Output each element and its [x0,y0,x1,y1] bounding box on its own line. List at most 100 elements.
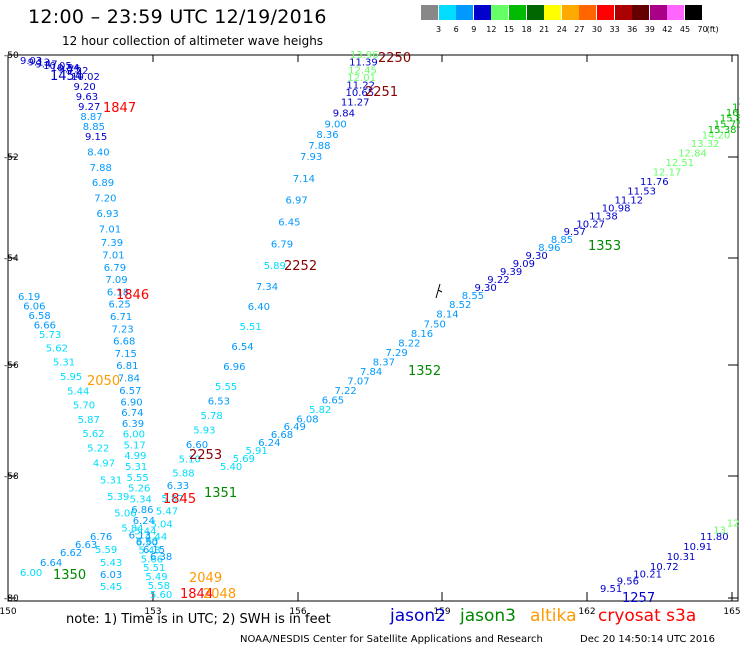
wave-height-value: 7.14 [293,174,315,185]
pass-time-label: 2251 [365,85,398,100]
wave-height-value: 12.17 [653,168,682,179]
colorbar-label: 36 [627,25,638,34]
wave-height-value: 6.96 [223,362,245,373]
wave-height-value: 5.43 [139,545,161,556]
pass-time-label: 2250 [378,51,411,66]
wave-height-value: 5.31 [100,475,122,486]
wave-height-value: 5.73 [39,330,61,341]
wave-height-value: 13.32 [691,139,720,150]
wave-height-value: 9.13 [28,58,50,69]
pass-time-label: 1846 [116,288,149,303]
wave-height-value: 5.84 [121,523,143,534]
colorbar-label: 6 [453,25,459,34]
wave-height-value: 10.54 [51,63,80,74]
wave-height-value: 5.44 [134,527,156,538]
pass-time-label: 1350 [53,568,86,583]
wave-height-value: 6.57 [119,386,141,397]
wave-height-value: 5.31 [125,462,147,473]
wave-height-value: 10.91 [683,542,712,553]
wave-height-value: 6.81 [116,361,138,372]
map-frame [7,54,739,602]
pass-time-label: 1257 [622,591,655,606]
wave-height-value: 6.25 [109,300,131,311]
colorbar-label: 15 [503,25,515,34]
wave-height-value: 8.22 [398,338,420,349]
wave-height-value: 13.96 [350,50,379,61]
wave-height-value: 5.63 [136,537,158,548]
wave-height-value: 7.84 [118,374,140,385]
wave-height-value: 9.15 [85,132,107,143]
footer-note: note: 1) Time is in UTC; 2) SWH is in fe… [66,612,331,627]
wave-height-value: 17.1 [732,103,740,114]
wave-height-value: 12.45 [348,65,377,76]
wave-height-value: 11.39 [349,58,378,69]
wave-height-value: 6.06 [23,302,45,313]
wave-height-value: 9.03 [20,56,42,67]
colorbar-label: 24 [556,25,567,34]
wave-height-value: 8.40 [87,147,109,158]
wave-height-value: 4.97 [93,459,115,470]
lon-tick-label: 153 [144,607,161,617]
lat-tick-label: -52 [4,153,19,163]
colorbar-swatch [421,5,438,20]
wave-height-value: 5.40 [220,462,242,473]
lat-tick-label: -54 [4,254,19,264]
wave-height-value: 6.60 [186,440,208,451]
wave-height-value: 6.24 [133,516,155,527]
wave-height-value: 5.70 [73,401,95,412]
wave-height-value: 11.38 [589,211,618,222]
wave-height-value: 5.58 [148,581,170,592]
wave-height-value: 6.97 [286,196,308,207]
pass-time-label: 2050 [87,374,120,389]
wave-height-value: 8.96 [538,243,560,254]
wave-height-value: 7.93 [300,152,322,163]
wave-height-value: 6.49 [284,422,306,433]
wave-height-value: 5.34 [130,494,152,505]
wave-height-value: 9.09 [513,259,535,270]
wave-height-value: 8.36 [316,130,338,141]
wave-height-value: 6.74 [121,408,143,419]
wave-height-value: 8.14 [436,310,458,321]
wave-height-value: 8.52 [449,300,471,311]
wave-height-value: 5.43 [100,558,122,569]
wave-height-value: 5.49 [145,572,167,583]
wave-height-value: 10.31 [667,552,696,563]
wave-height-value: 5.78 [201,411,223,422]
colorbar-swatch [544,5,562,20]
wave-height-value: 7.22 [335,386,357,397]
wave-height-value: 6.76 [90,532,112,543]
wave-height-value: 6.93 [97,209,119,220]
colorbar-label: 70 [697,25,708,34]
wave-height-value: 9.47 [35,59,57,70]
wave-height-value: 12.3 [727,519,740,530]
wave-height-value: 6.71 [110,312,132,323]
wave-height-value: 15.75 [714,119,740,130]
wave-height-value: 12.51 [666,158,695,169]
wave-height-value: 6.19 [18,292,40,303]
wave-height-value: 7.29 [386,348,408,359]
wave-height-value: 7.07 [347,377,369,388]
pass-time-label: 2253 [189,448,222,463]
wave-height-value: 6.13 [129,531,151,542]
colorbar-swatch [526,5,544,20]
pass-time-label: 1353 [588,239,621,254]
wave-height-value: 5.17 [124,441,146,452]
wave-height-value: 9.51 [600,584,622,595]
colorbar-label: 3 [436,25,442,34]
wave-height-value: 9.30 [526,251,548,262]
wave-height-value: 5.47 [156,507,178,518]
page-title: 12:00 – 23:59 UTC 12/19/2016 [28,6,327,28]
wave-height-value: 5.62 [82,429,104,440]
colorbar-swatch [438,5,456,20]
colorbar-swatch [597,5,614,20]
legend-item-cryosat-s3a: cryosat s3a [598,606,697,626]
wave-height-value: 5.06 [114,509,136,520]
pass-time-label: 1847 [103,101,136,116]
wave-height-value: 7.50 [424,319,446,330]
pass-time-label: 2049 [189,571,222,586]
lon-tick-label: 159 [433,607,450,617]
wave-height-value: 7.01 [102,251,124,262]
colorbar-swatch [561,5,579,20]
wave-height-value: 5.22 [87,443,109,454]
